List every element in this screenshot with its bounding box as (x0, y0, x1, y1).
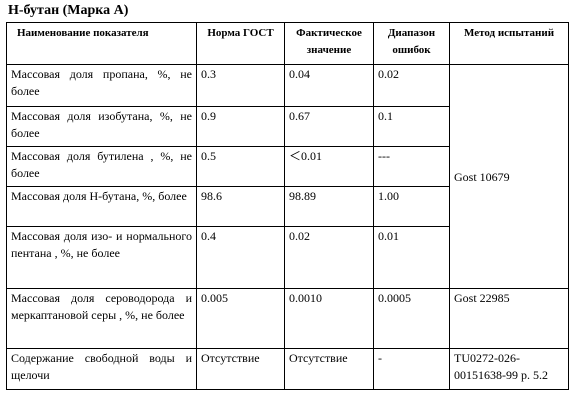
page-title: Н-бутан (Марка А) (8, 3, 129, 18)
row-norm: 0.9 (196, 106, 285, 147)
row-norm: Отсутствие (196, 348, 285, 390)
row-name: Содержание свободной воды и щелочи (6, 348, 197, 390)
table-row: Массовая доля Н-бутана, %, более 98.6 98… (6, 186, 569, 227)
row-actual: 0.04 (284, 64, 374, 107)
row-norm: 0.4 (196, 226, 285, 289)
row-name: Массовая доля изобутана, %, не более (6, 106, 197, 147)
specification-table: Наименование показателя Норма ГОСТ Факти… (6, 22, 569, 390)
row-name: Массовая доля сероводорода и меркаптанов… (6, 288, 197, 349)
row-norm: 0.005 (196, 288, 285, 349)
header-norm: Норма ГОСТ (196, 22, 285, 65)
row-norm: 98.6 (196, 186, 285, 227)
table-row: Массовая доля изобутана, %, не более 0.9… (6, 106, 569, 147)
row-actual: 0.67 (284, 106, 374, 147)
row-method-merged: Gost 10679 (449, 64, 569, 289)
table-row: Массовая доля пропана, %, не более 0.3 0… (6, 64, 569, 289)
header-range: Диапазон ошибок (373, 22, 450, 65)
row-range: 0.01 (373, 226, 450, 289)
row-range: 0.02 (373, 64, 450, 107)
row-range: 1.00 (373, 186, 450, 227)
row-range: 0.0005 (373, 288, 450, 349)
row-actual: ＜0.01 (284, 146, 374, 187)
row-range: 0.1 (373, 106, 450, 147)
row-name: Массовая доля Н-бутана, %, более (6, 186, 197, 227)
row-name: Массовая доля пропана, %, не более (6, 64, 197, 107)
row-norm: 0.3 (196, 64, 285, 107)
row-actual: 0.02 (284, 226, 374, 289)
row-name: Массовая доля изо- и нормального пентана… (6, 226, 197, 289)
table-row: Массовая доля изо- и нормального пентана… (6, 226, 569, 289)
header-actual: Фактическое значение (284, 22, 374, 65)
header-method: Метод испытаний (449, 22, 569, 65)
row-method: TU0272-026-00151638-99 p. 5.2 (449, 348, 569, 390)
row-actual: Отсутствие (284, 348, 374, 390)
row-name: Массовая доля бутилена , %, не более (6, 146, 197, 187)
row-norm: 0.5 (196, 146, 285, 187)
table-row: Массовая доля сероводорода и меркаптанов… (6, 288, 569, 349)
row-range: --- (373, 146, 450, 187)
table-row: Массовая доля бутилена , %, не более 0.5… (6, 146, 569, 187)
row-method: Gost 22985 (449, 288, 569, 349)
row-range: - (373, 348, 450, 390)
row-actual: 98.89 (284, 186, 374, 227)
table-header-row: Наименование показателя Норма ГОСТ Факти… (6, 22, 569, 65)
row-actual: 0.0010 (284, 288, 374, 349)
header-name: Наименование показателя (6, 22, 197, 65)
table-row: Содержание свободной воды и щелочи Отсут… (6, 348, 569, 390)
